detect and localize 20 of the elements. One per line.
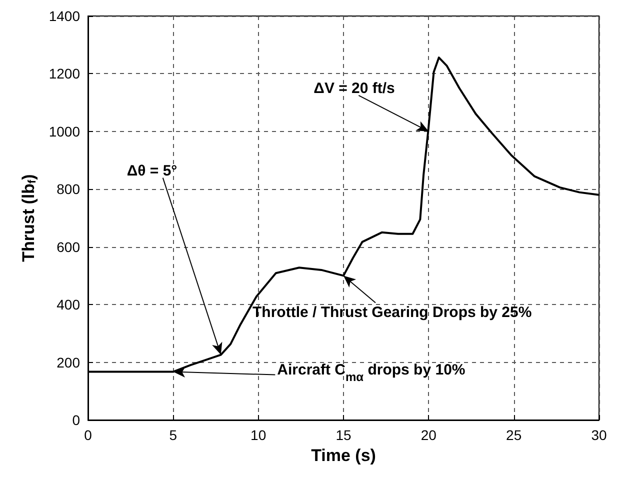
annotation: ΔV = 20 ft/s [314,80,395,97]
y-tick-label: 1000 [48,123,80,140]
x-tick-label: 15 [336,427,352,443]
x-tick-label: 25 [506,427,522,443]
x-tick-label: 5 [169,427,178,443]
y-tick-label: 400 [56,296,80,313]
x-tick-label: 30 [591,427,607,443]
x-tick-label: 10 [250,427,266,443]
y-axis-title: Thrust (lbf) [18,174,38,262]
y-tick-label: 1200 [48,66,80,82]
x-tick-label: 20 [420,427,437,443]
y-tick-label: 200 [56,354,80,370]
y-tick-label: 800 [56,181,80,198]
annotation: Δθ = 5° [126,162,178,180]
y-tick-label: 1400 [48,8,80,24]
x-axis-title: Time (s) [311,446,376,465]
x-tick-label: 0 [84,427,92,443]
y-tick-label: 600 [56,238,80,255]
annotation: Throttle / Thrust Gearing Drops by 25% [252,304,532,322]
y-tick-label: 0 [72,412,80,428]
